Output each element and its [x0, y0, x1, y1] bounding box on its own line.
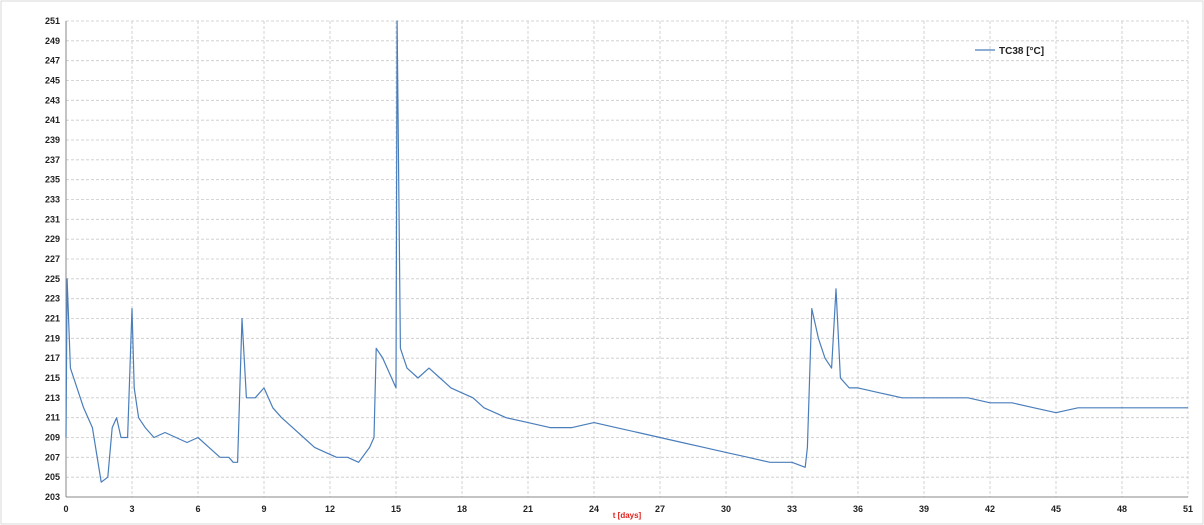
- series-lines: [65, 20, 1188, 483]
- y-tick-label: 245: [45, 76, 60, 86]
- y-tick-label: 235: [45, 175, 60, 185]
- x-tick-label: 51: [1183, 504, 1193, 514]
- x-tick-label: 36: [853, 504, 863, 514]
- x-tick-label: 21: [523, 504, 533, 514]
- y-axis-tick-labels: 203 205 207 209 211 213 215 217 219 221 223 225 227 2…: [45, 16, 60, 502]
- y-tick-label: 219: [45, 333, 60, 343]
- x-tick-label: 30: [721, 504, 731, 514]
- y-tick-label: 237: [45, 155, 60, 165]
- y-tick-label: 239: [45, 135, 60, 145]
- y-tick-label: 229: [45, 234, 60, 244]
- y-tick-label: 251: [45, 16, 60, 26]
- y-tick-label: 225: [45, 274, 60, 284]
- x-tick-label: 15: [391, 504, 401, 514]
- y-tick-label: 233: [45, 195, 60, 205]
- x-tick-label: 3: [129, 504, 134, 514]
- y-tick-label: 221: [45, 314, 60, 324]
- x-tick-label: 12: [325, 504, 335, 514]
- y-tick-label: 223: [45, 294, 60, 304]
- y-tick-label: 241: [45, 115, 60, 125]
- y-tick-label: 203: [45, 492, 60, 502]
- x-tick-label: 27: [655, 504, 665, 514]
- x-tick-label: 6: [195, 504, 200, 514]
- y-tick-label: 211: [45, 413, 60, 423]
- x-tick-label: 9: [261, 504, 266, 514]
- x-axis-label: t [days]: [613, 511, 642, 520]
- y-tick-label: 217: [45, 353, 60, 363]
- x-tick-label: 42: [985, 504, 995, 514]
- x-tick-label: 33: [787, 504, 797, 514]
- x-tick-label: 0: [63, 504, 68, 514]
- x-tick-label: 39: [919, 504, 929, 514]
- y-tick-label: 231: [45, 214, 60, 224]
- y-tick-label: 209: [45, 433, 60, 443]
- y-tick-label: 247: [45, 56, 60, 66]
- series-line: [65, 20, 1188, 483]
- x-tick-label: 45: [1051, 504, 1061, 514]
- x-tick-label: 48: [1117, 504, 1127, 514]
- y-tick-label: 207: [45, 452, 60, 462]
- y-tick-label: 213: [45, 393, 60, 403]
- x-axis-tick-labels: 0 3 6 9 12 15 18 21 24 27 30 33 36 39 42 45 48 51: [63, 504, 1193, 514]
- y-tick-label: 243: [45, 95, 60, 105]
- y-tick-label: 205: [45, 472, 60, 482]
- legend-label: TC38 [°C]: [999, 46, 1044, 57]
- x-tick-label: 18: [457, 504, 467, 514]
- x-tick-label: 24: [589, 504, 599, 514]
- y-tick-label: 227: [45, 254, 60, 264]
- y-tick-label: 249: [45, 36, 60, 46]
- legend: TC38 [°C]: [975, 46, 1044, 57]
- y-tick-label: 215: [45, 373, 60, 383]
